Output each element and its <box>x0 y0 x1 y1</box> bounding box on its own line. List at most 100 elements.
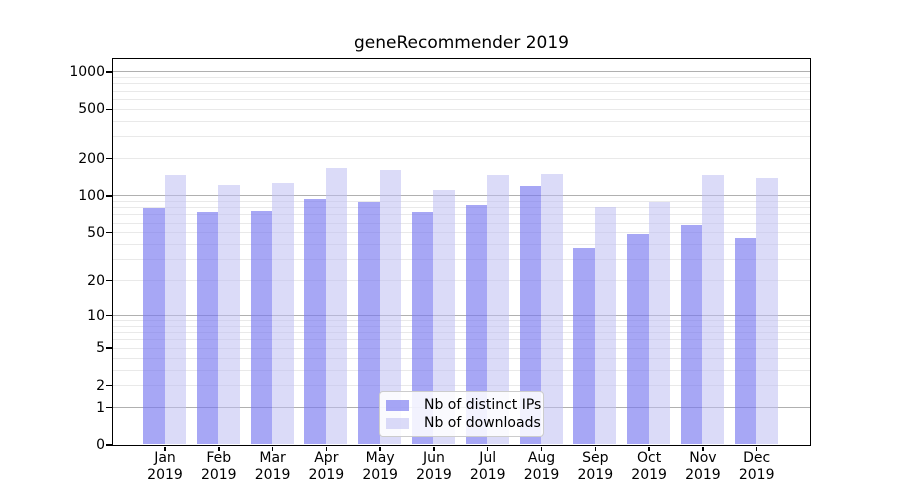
x-tick-label-line: Jun <box>423 450 445 466</box>
y-tick-mark <box>106 384 112 387</box>
minor-gridline <box>112 136 810 138</box>
minor-gridline <box>112 200 810 202</box>
minor-gridline <box>112 207 810 209</box>
bar-downloads-may <box>379 170 402 445</box>
legend-label-distinct-ips: Nb of distinct IPs <box>424 397 542 413</box>
x-tick-label-line: 2019 <box>147 467 183 483</box>
y-tick-mark <box>106 279 112 282</box>
y-tick-label: 2 <box>96 377 105 394</box>
x-tick-label-line: 2019 <box>416 467 452 483</box>
bar-distinct-ips-jun <box>411 212 434 445</box>
x-tick-label-line: Aug <box>527 450 556 466</box>
minor-gridline <box>112 320 810 322</box>
x-tick-mark <box>486 446 489 451</box>
x-tick-label-line: Dec <box>743 450 771 466</box>
minor-gridline <box>112 214 810 216</box>
y-tick-label: 1000 <box>69 63 105 80</box>
minor-gridline <box>112 158 810 160</box>
x-tick-label-line: 2019 <box>631 467 667 483</box>
bar-distinct-ips-feb <box>196 212 219 445</box>
y-tick-mark <box>106 231 112 234</box>
bar-downloads-aug <box>541 173 563 445</box>
chart-title: geneRecommender 2019 <box>354 33 569 53</box>
x-tick-label: Feb 2019 <box>184 450 254 484</box>
y-tick-mark <box>106 444 112 446</box>
x-tick-label: May 2019 <box>345 450 415 484</box>
major-gridline <box>112 71 810 73</box>
x-tick-label-line: 2019 <box>254 467 291 483</box>
bar-downloads-oct <box>648 201 671 445</box>
bar-downloads-sep <box>594 206 617 445</box>
x-tick-label-line: 2019 <box>200 467 237 483</box>
x-tick-label-line: May <box>365 450 395 466</box>
minor-gridline <box>112 77 810 79</box>
y-tick-label: 5 <box>96 340 105 357</box>
legend-item-distinct-ips: Nb of distinct IPs <box>386 396 543 414</box>
bar-distinct-ips-may <box>358 202 380 445</box>
bar-downloads-nov <box>702 175 724 445</box>
bar-distinct-ips-sep <box>573 248 595 445</box>
bar-downloads-mar <box>272 182 294 445</box>
x-tick-label-line: Apr <box>314 450 339 466</box>
bar-distinct-ips-nov <box>680 225 703 445</box>
minor-gridline <box>112 325 810 327</box>
x-tick-label-line: 2019 <box>362 467 398 483</box>
minor-gridline <box>112 369 810 371</box>
x-tick-mark <box>702 446 704 451</box>
x-tick-mark <box>594 446 597 451</box>
y-tick-label: 100 <box>78 187 105 204</box>
minor-gridline <box>112 259 810 261</box>
bar-distinct-ips-mar <box>250 211 273 445</box>
x-tick-label-line: Feb <box>206 450 232 466</box>
minor-gridline <box>112 108 810 110</box>
y-tick-label: 0 <box>96 437 105 453</box>
minor-gridline <box>112 385 810 387</box>
legend-item-downloads: Nb of downloads <box>386 414 543 432</box>
bar-distinct-ips-aug <box>519 186 542 445</box>
y-tick-mark <box>106 108 112 111</box>
bar-downloads-jul <box>487 175 509 445</box>
y-tick-label: 20 <box>87 272 105 289</box>
y-tick-mark <box>106 195 112 197</box>
bar-downloads-feb <box>218 185 240 445</box>
minor-gridline <box>112 280 810 282</box>
x-tick-label-line: Jul <box>479 450 497 466</box>
x-tick-label-line: 2019 <box>577 467 614 483</box>
x-tick-label-line: 2019 <box>738 467 775 483</box>
x-tick-mark <box>271 446 274 451</box>
minor-gridline <box>112 332 810 334</box>
x-tick-label: Mar 2019 <box>238 450 308 484</box>
minor-gridline <box>112 339 810 341</box>
major-gridline <box>112 195 810 197</box>
minor-gridline <box>112 120 810 122</box>
x-tick-label: Dec 2019 <box>722 450 792 484</box>
y-tick-label: 50 <box>87 224 105 241</box>
x-tick-mark <box>755 446 758 451</box>
y-tick-label: 500 <box>78 101 105 118</box>
bar-distinct-ips-jul <box>465 205 488 445</box>
bar-distinct-ips-dec <box>734 237 757 445</box>
x-tick-label-line: 2019 <box>469 467 506 483</box>
x-tick-label-line: 2019 <box>523 467 560 483</box>
minor-gridline <box>112 98 810 100</box>
y-tick-mark <box>106 71 112 73</box>
legend-swatch-distinct-ips <box>386 399 409 411</box>
x-tick-label: Jan 2019 <box>130 450 200 484</box>
x-tick-label: Aug 2019 <box>507 450 577 484</box>
bar-distinct-ips-apr <box>304 198 326 445</box>
x-tick-label: Oct 2019 <box>614 450 684 484</box>
bar-distinct-ips-jan <box>143 207 165 445</box>
x-tick-label: Jul 2019 <box>453 450 523 484</box>
minor-gridline <box>112 232 810 234</box>
minor-gridline <box>112 83 810 85</box>
x-tick-label-line: 2019 <box>685 467 721 483</box>
y-tick-mark <box>106 406 112 409</box>
legend-label-downloads: Nb of downloads <box>424 415 541 431</box>
bar-distinct-ips-oct <box>627 234 649 445</box>
x-tick-label-line: Oct <box>637 450 662 466</box>
x-tick-mark <box>164 446 166 451</box>
x-tick-mark <box>218 446 220 451</box>
x-tick-label-line: Jan <box>154 450 176 466</box>
x-tick-label-line: Mar <box>259 450 286 466</box>
x-tick-mark <box>433 446 435 451</box>
